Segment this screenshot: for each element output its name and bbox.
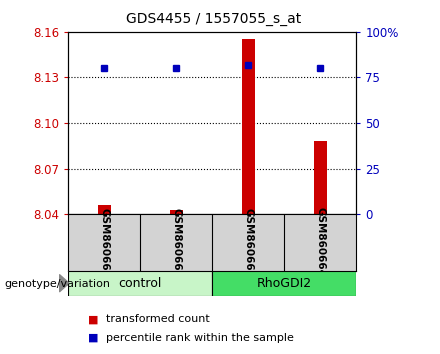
Text: ■: ■: [88, 314, 99, 324]
Bar: [314, 141, 327, 214]
Text: transformed count: transformed count: [106, 314, 209, 324]
Text: percentile rank within the sample: percentile rank within the sample: [106, 333, 293, 343]
Bar: [68, 271, 213, 296]
Text: control: control: [118, 277, 162, 290]
Text: GSM860662: GSM860662: [171, 207, 181, 278]
Text: GSM860661: GSM860661: [99, 207, 109, 278]
Polygon shape: [59, 275, 69, 292]
Text: GSM860663: GSM860663: [243, 207, 253, 278]
Bar: [242, 39, 255, 214]
Bar: [98, 205, 111, 214]
Text: ■: ■: [88, 333, 99, 343]
Text: GDS4455 / 1557055_s_at: GDS4455 / 1557055_s_at: [126, 12, 301, 27]
Text: GSM860664: GSM860664: [315, 207, 325, 278]
Bar: [170, 210, 183, 214]
Text: genotype/variation: genotype/variation: [4, 279, 110, 289]
Text: RhoGDI2: RhoGDI2: [257, 277, 312, 290]
Bar: [213, 271, 356, 296]
